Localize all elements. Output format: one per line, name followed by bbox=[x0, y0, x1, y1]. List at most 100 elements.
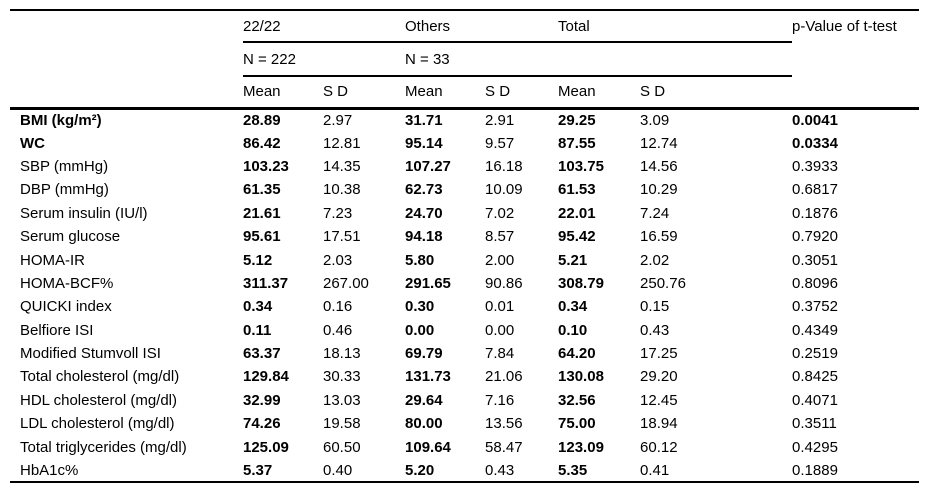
cell-mean-total: 64.20 bbox=[558, 345, 596, 363]
table-row: Total cholesterol (mg/dl) 129.84 30.33 1… bbox=[10, 365, 919, 388]
cell-sd-others: 7.02 bbox=[485, 204, 515, 222]
cell-pvalue: 0.0041 bbox=[792, 111, 838, 129]
cell-pvalue: 0.3051 bbox=[792, 251, 838, 269]
cell-sd-2222: 18.13 bbox=[323, 345, 361, 363]
row-label: HDL cholesterol (mg/dl) bbox=[20, 391, 177, 409]
cell-pvalue: 0.3933 bbox=[792, 157, 838, 175]
cell-sd-others: 7.16 bbox=[485, 391, 515, 409]
cell-mean-others: 5.20 bbox=[405, 461, 435, 479]
sd-header-3: S D bbox=[640, 76, 793, 110]
cell-sd-2222: 17.51 bbox=[323, 228, 361, 246]
cell-mean-others: 131.73 bbox=[405, 368, 451, 386]
cell-sd-total: 10.29 bbox=[640, 181, 678, 199]
row-label: Serum glucose bbox=[20, 228, 121, 246]
cell-sd-2222: 2.97 bbox=[323, 111, 353, 129]
cell-mean-others: 62.73 bbox=[405, 181, 443, 199]
mean-sd-header-row: Mean S D Mean S D Mean S D bbox=[10, 76, 919, 110]
cell-mean-others: 31.71 bbox=[405, 111, 443, 129]
cell-mean-2222: 74.26 bbox=[243, 415, 281, 433]
cell-sd-others: 21.06 bbox=[485, 368, 523, 386]
row-label: Belfiore ISI bbox=[20, 321, 94, 339]
mean-header-3: Mean bbox=[558, 76, 641, 110]
cell-sd-2222: 60.50 bbox=[323, 438, 361, 456]
cell-pvalue: 0.8096 bbox=[792, 274, 838, 292]
table-row: HOMA-IR 5.12 2.03 5.80 2.00 5.21 2.02 0.… bbox=[10, 248, 919, 271]
cell-sd-others: 0.43 bbox=[485, 461, 515, 479]
row-label: DBP (mmHg) bbox=[20, 181, 109, 199]
n-header-row: N = 222 N = 33 bbox=[10, 42, 919, 77]
cell-pvalue: 0.4295 bbox=[792, 438, 838, 456]
cell-sd-others: 9.57 bbox=[485, 134, 515, 152]
cell-sd-others: 13.56 bbox=[485, 415, 523, 433]
table-row: QUICKI index 0.34 0.16 0.30 0.01 0.34 0.… bbox=[10, 295, 919, 318]
cell-pvalue: 0.0334 bbox=[792, 134, 838, 152]
cell-sd-total: 18.94 bbox=[640, 415, 678, 433]
n-total bbox=[558, 42, 793, 77]
cell-sd-2222: 0.40 bbox=[323, 461, 353, 479]
cell-mean-total: 29.25 bbox=[558, 111, 596, 129]
group-header-2222: 22/22 bbox=[243, 10, 406, 43]
row-label: BMI (kg/m²) bbox=[20, 111, 102, 129]
row-label: WC bbox=[20, 134, 45, 152]
cell-sd-total: 17.25 bbox=[640, 345, 678, 363]
table-row: HOMA-BCF% 311.37 267.00 291.65 90.86 308… bbox=[10, 272, 919, 295]
cell-mean-2222: 61.35 bbox=[243, 181, 281, 199]
cell-mean-2222: 32.99 bbox=[243, 391, 281, 409]
cell-mean-total: 308.79 bbox=[558, 274, 604, 292]
cell-mean-2222: 129.84 bbox=[243, 368, 289, 386]
table-row: HbA1c% 5.37 0.40 5.20 0.43 5.35 0.41 0.1… bbox=[10, 459, 919, 482]
cell-mean-2222: 103.23 bbox=[243, 157, 289, 175]
cell-mean-others: 29.64 bbox=[405, 391, 443, 409]
cell-mean-2222: 0.11 bbox=[243, 321, 272, 339]
row-label: HbA1c% bbox=[20, 461, 79, 479]
cell-mean-total: 123.09 bbox=[558, 438, 604, 456]
cell-pvalue: 0.2519 bbox=[792, 345, 838, 363]
cell-sd-others: 2.00 bbox=[485, 251, 515, 269]
cell-sd-2222: 30.33 bbox=[323, 368, 361, 386]
n-others: N = 33 bbox=[405, 42, 559, 77]
cell-sd-total: 60.12 bbox=[640, 438, 678, 456]
cell-mean-total: 5.35 bbox=[558, 461, 588, 479]
cell-sd-2222: 7.23 bbox=[323, 204, 353, 222]
cell-sd-2222: 0.16 bbox=[323, 298, 353, 316]
cell-sd-total: 3.09 bbox=[640, 111, 670, 129]
cell-sd-others: 10.09 bbox=[485, 181, 523, 199]
cell-pvalue: 0.8425 bbox=[792, 368, 838, 386]
cell-mean-total: 0.10 bbox=[558, 321, 588, 339]
table-row: SBP (mmHg) 103.23 14.35 107.27 16.18 103… bbox=[10, 155, 919, 178]
row-label: QUICKI index bbox=[20, 298, 112, 316]
sd-header-2: S D bbox=[485, 76, 559, 110]
cell-sd-total: 29.20 bbox=[640, 368, 678, 386]
row-label: SBP (mmHg) bbox=[20, 157, 109, 175]
cell-mean-others: 291.65 bbox=[405, 274, 451, 292]
table-row: Serum insulin (IU/l) 21.61 7.23 24.70 7.… bbox=[10, 202, 919, 225]
cell-mean-total: 5.21 bbox=[558, 251, 588, 269]
cell-mean-total: 32.56 bbox=[558, 391, 596, 409]
cell-pvalue: 0.1876 bbox=[792, 204, 838, 222]
mean-header-2: Mean bbox=[405, 76, 486, 110]
group-header-total: Total bbox=[558, 10, 793, 43]
stats-table: 22/22 Others Total p-Value of t-test N =… bbox=[10, 9, 920, 484]
cell-mean-total: 103.75 bbox=[558, 157, 604, 175]
cell-sd-total: 14.56 bbox=[640, 157, 678, 175]
cell-mean-others: 5.80 bbox=[405, 251, 435, 269]
sd-header-1: S D bbox=[323, 76, 406, 110]
cell-mean-others: 0.00 bbox=[405, 321, 435, 339]
cell-mean-2222: 95.61 bbox=[243, 228, 281, 246]
row-label: LDL cholesterol (mg/dl) bbox=[20, 415, 175, 433]
table-row: LDL cholesterol (mg/dl) 74.26 19.58 80.0… bbox=[10, 412, 919, 435]
cell-mean-others: 109.64 bbox=[405, 438, 451, 456]
cell-sd-others: 0.00 bbox=[485, 321, 515, 339]
cell-mean-2222: 0.34 bbox=[243, 298, 273, 316]
cell-mean-others: 95.14 bbox=[405, 134, 443, 152]
cell-mean-2222: 63.37 bbox=[243, 345, 281, 363]
cell-sd-others: 16.18 bbox=[485, 157, 523, 175]
cell-sd-2222: 2.03 bbox=[323, 251, 353, 269]
cell-mean-2222: 86.42 bbox=[243, 134, 281, 152]
cell-sd-total: 0.15 bbox=[640, 298, 670, 316]
cell-sd-total: 0.41 bbox=[640, 461, 670, 479]
cell-mean-total: 75.00 bbox=[558, 415, 596, 433]
cell-mean-total: 61.53 bbox=[558, 181, 596, 199]
group-header-row: 22/22 Others Total p-Value of t-test bbox=[10, 10, 920, 110]
table-row: Modified Stumvoll ISI 63.37 18.13 69.79 … bbox=[10, 342, 919, 365]
